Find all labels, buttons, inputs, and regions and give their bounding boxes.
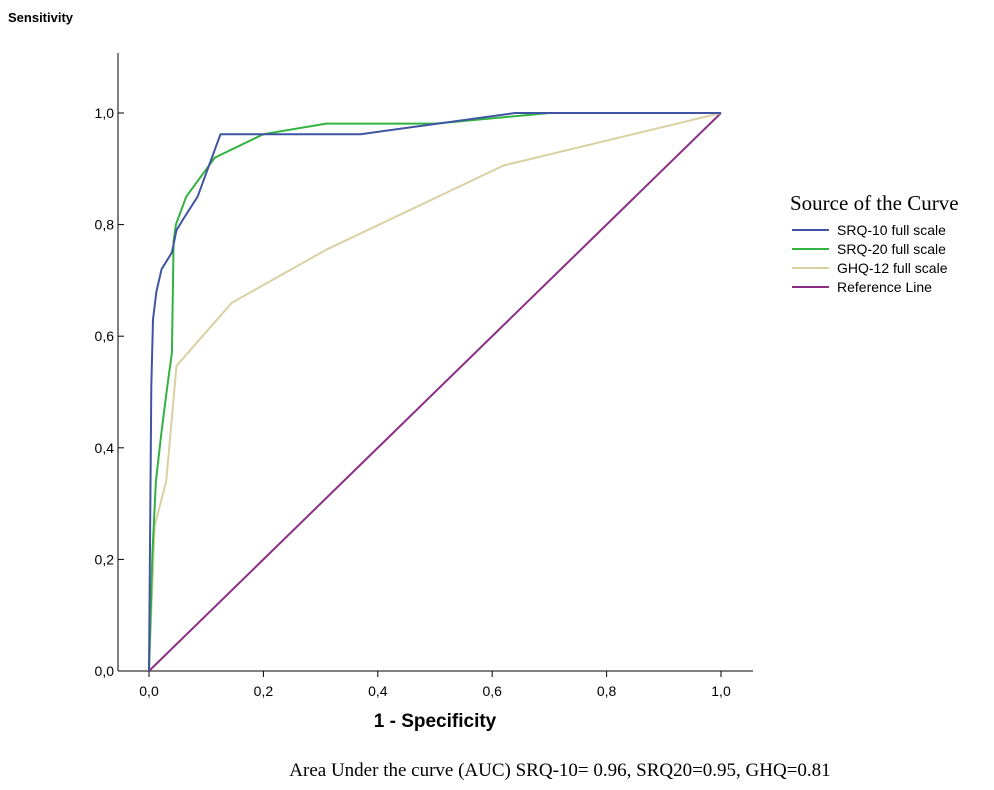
legend-items: SRQ-10 full scale SRQ-20 full scale GHQ-12… [792,222,948,295]
x-tick-label: 0,8 [597,683,617,699]
x-tick-label: 0,2 [254,683,274,699]
y-tick-label: 0,2 [95,551,115,567]
x-tick-label: 0,4 [368,683,388,699]
legend-label-reference-line: Reference Line [837,279,932,295]
series-layer [148,112,722,672]
legend-label-ghq-12-full-scale: GHQ-12 full scale [837,260,948,276]
y-tick-label: 1,0 [95,105,115,121]
x-tick-label: 1,0 [711,683,731,699]
x-axis-label: 1 - Specificity [374,711,497,732]
axes: 0,0 0,2 0,4 0,6 0,8 1,0 0,0 0,2 0,4 0,6 0,8 1,0 [95,53,753,699]
legend-label-srq-10-full-scale: SRQ-10 full scale [837,222,946,238]
legend-label-srq-20-full-scale: SRQ-20 full scale [837,241,946,257]
series-line-srq-20-full-scale [148,112,721,672]
series-line-srq-10-full-scale [148,112,721,672]
series-line-ghq-12-full-scale [148,112,722,672]
y-tick-label: 0,0 [95,663,115,679]
series-line-reference-line [148,112,722,672]
y-tick-label: 0,6 [95,328,115,344]
y-tick-label: 0,4 [95,440,115,456]
x-tick-label: 0,0 [139,683,159,699]
x-tick-label: 0,6 [482,683,502,699]
auc-caption: Area Under the curve (AUC) SRQ-10= 0.96,… [289,760,830,781]
y-axis-label: Sensitivity [8,10,74,25]
y-tick-label: 0,8 [95,217,115,233]
legend-title: Source of the Curve [790,191,959,215]
legend: Source of the Curve SRQ-10 full scaleSRQ… [790,191,959,295]
